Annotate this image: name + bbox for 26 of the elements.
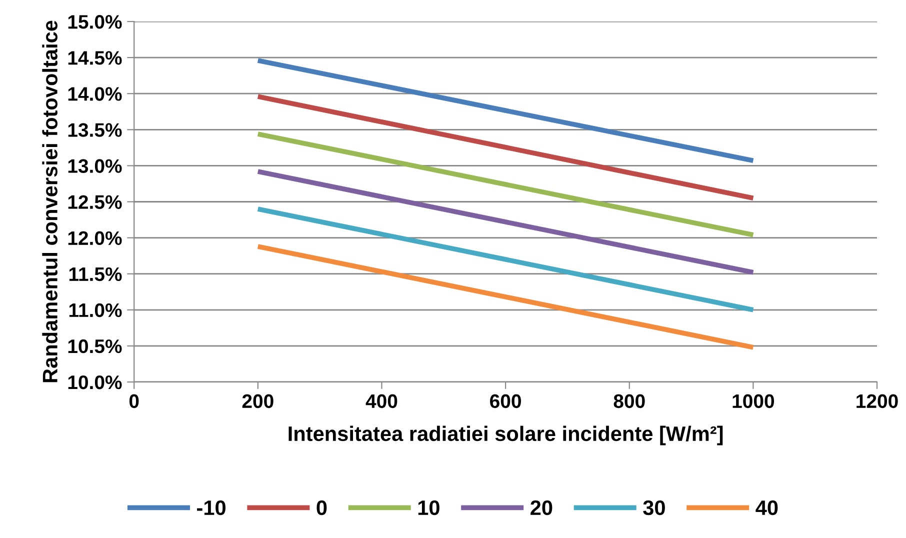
y-tick-label: 14.0% [68, 87, 122, 101]
legend-label: 40 [756, 500, 778, 516]
x-tick-label: 200 [242, 394, 274, 408]
x-tick-label: 800 [614, 394, 645, 408]
legend-label: 30 [643, 500, 665, 516]
y-tick-label: 15.0% [68, 14, 122, 29]
legend-label: 0 [316, 500, 327, 516]
y-tick-label: 11.0% [69, 303, 122, 318]
y-tick-label: 12.0% [68, 231, 122, 246]
y-tick-label: 10.0% [68, 375, 122, 390]
y-tick-label: 12.5% [68, 195, 122, 209]
x-tick-label: 600 [490, 394, 521, 408]
x-tick-label: 400 [366, 394, 398, 408]
y-tick-label: 11.5% [69, 267, 122, 282]
y-axis-title: Randamentul conversiei fotovoltaice [42, 20, 58, 382]
legend-label: 10 [418, 500, 440, 516]
legend-label: -10 [197, 500, 226, 516]
legend-label: 20 [530, 500, 552, 516]
x-tick-label: 1000 [732, 394, 774, 408]
x-tick-label: 0 [129, 394, 139, 408]
y-tick-label: 14.5% [68, 51, 122, 65]
y-tick-label: 10.5% [68, 339, 122, 354]
y-tick-label: 13.5% [68, 123, 122, 137]
x-tick-label: 1200 [856, 394, 898, 408]
y-tick-label: 13.0% [68, 159, 122, 173]
x-axis-title: Intensitatea radiatiei solare incidente [W/m²] [288, 426, 723, 446]
